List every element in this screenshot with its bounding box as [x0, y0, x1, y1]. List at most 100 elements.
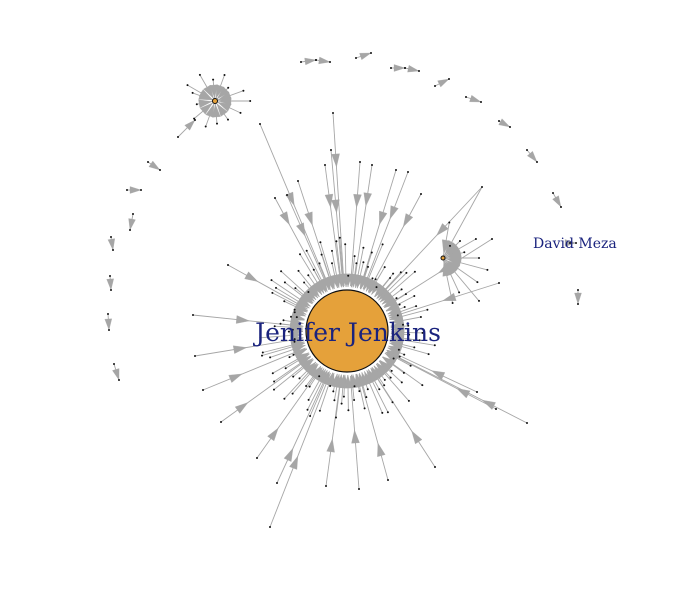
outer-node — [274, 197, 276, 199]
long-edge — [297, 180, 334, 289]
satellite-node — [367, 265, 369, 268]
isolated-edge-arrowhead — [184, 119, 196, 131]
long-edge — [330, 149, 344, 287]
isolated-node — [370, 52, 372, 54]
mini-hub-satellite — [204, 125, 207, 128]
satellite-node — [332, 390, 335, 393]
mini-hub-satellite — [227, 86, 230, 89]
long-edge-arrowhead — [267, 427, 279, 442]
satellite-node — [398, 355, 401, 358]
isolated-edge-arrowhead — [393, 64, 406, 72]
isolated-edge-arrowhead — [574, 292, 582, 305]
mini-hub-arrowhead — [216, 103, 228, 117]
satellite-node — [270, 279, 273, 282]
isolated-node — [577, 303, 579, 305]
satellite-node — [338, 236, 341, 239]
satellite-node — [271, 291, 274, 294]
isolated-node — [552, 192, 554, 194]
satellite-node — [426, 308, 429, 311]
satellite-node — [383, 378, 386, 381]
outer-node — [227, 264, 229, 266]
mini-hub-satellite — [227, 118, 229, 121]
isolated-node — [109, 275, 111, 277]
satellite-node — [293, 308, 296, 311]
isolated-edge-arrowhead — [112, 368, 120, 381]
satellite-node — [333, 399, 336, 402]
satellite-node — [342, 395, 345, 398]
long-edge-arrowhead — [279, 211, 290, 226]
long-edge — [227, 264, 308, 310]
long-edge — [325, 375, 342, 487]
mini-hub-satellite — [478, 299, 480, 302]
long-edge-arrowhead — [233, 345, 248, 354]
long-edge — [362, 171, 409, 290]
satellite-node — [303, 281, 306, 284]
node-layer — [107, 52, 579, 528]
mini-hub-arrowhead — [198, 91, 213, 101]
satellite-node — [335, 240, 338, 243]
mini-hub-satellite — [476, 281, 479, 284]
mini-hub-node-right — [440, 255, 446, 261]
satellite-node — [383, 384, 386, 387]
long-edge-arrowhead — [379, 210, 388, 226]
long-edge-arrowhead — [296, 222, 306, 237]
isolated-node — [110, 236, 112, 238]
long-edge-arrowhead — [389, 205, 399, 220]
satellite-node — [362, 261, 365, 264]
long-edge — [194, 337, 303, 357]
satellite-node — [399, 328, 402, 331]
isolated-node — [118, 379, 120, 381]
isolated-edge-arrowhead — [437, 78, 450, 88]
long-edge — [269, 372, 331, 528]
mini-hub-satellite — [242, 89, 245, 92]
satellite-node — [292, 375, 295, 378]
satellite-node — [293, 311, 296, 314]
outer-node — [358, 488, 360, 490]
satellite-node — [305, 385, 308, 387]
long-edge — [350, 161, 361, 287]
outer-node — [526, 422, 528, 424]
mini-hub-arrowhead — [205, 103, 215, 118]
isolated-node — [329, 61, 331, 63]
isolated-edge-arrowhead — [107, 238, 115, 251]
mini-hub-satellite — [216, 122, 218, 125]
satellite-node — [398, 303, 401, 306]
long-edge-arrowhead — [331, 153, 340, 168]
outer-node — [269, 526, 271, 528]
satellite-node — [353, 385, 356, 388]
satellite-node — [381, 411, 384, 414]
isolated-node — [194, 119, 196, 121]
satellite-node — [392, 357, 395, 360]
isolated-node — [480, 101, 482, 103]
long-edge-arrowhead — [456, 388, 471, 399]
outer-node — [387, 479, 389, 481]
satellite-node — [291, 328, 294, 331]
satellite-node — [408, 333, 411, 336]
satellite-node — [299, 253, 301, 256]
long-edge-arrowhead — [363, 192, 372, 207]
outer-node — [332, 112, 334, 114]
satellite-node — [284, 367, 287, 370]
outer-node — [371, 164, 373, 166]
satellite-node — [407, 399, 410, 402]
satellite-node — [355, 262, 358, 265]
isolated-node — [132, 213, 134, 215]
hub-edge-arrowhead — [381, 356, 396, 369]
satellite-node — [421, 331, 424, 334]
satellite-node — [305, 249, 308, 252]
mini-hub-satellite — [486, 268, 489, 271]
satellite-node — [308, 385, 311, 388]
satellite-node — [318, 409, 321, 412]
outer-node — [276, 482, 278, 484]
mini-hub-node-left — [212, 98, 218, 104]
satellite-node — [293, 338, 296, 341]
satellite-node — [294, 287, 297, 290]
mini-hub-satellite — [449, 244, 451, 247]
isolated-node — [536, 161, 538, 163]
mini-hub-satellite — [451, 302, 454, 304]
long-edge-arrowhead — [331, 199, 340, 214]
edge-layer — [104, 52, 582, 528]
long-edge-arrowhead — [377, 442, 386, 457]
satellite-node — [433, 344, 436, 347]
satellite-node — [291, 392, 294, 395]
